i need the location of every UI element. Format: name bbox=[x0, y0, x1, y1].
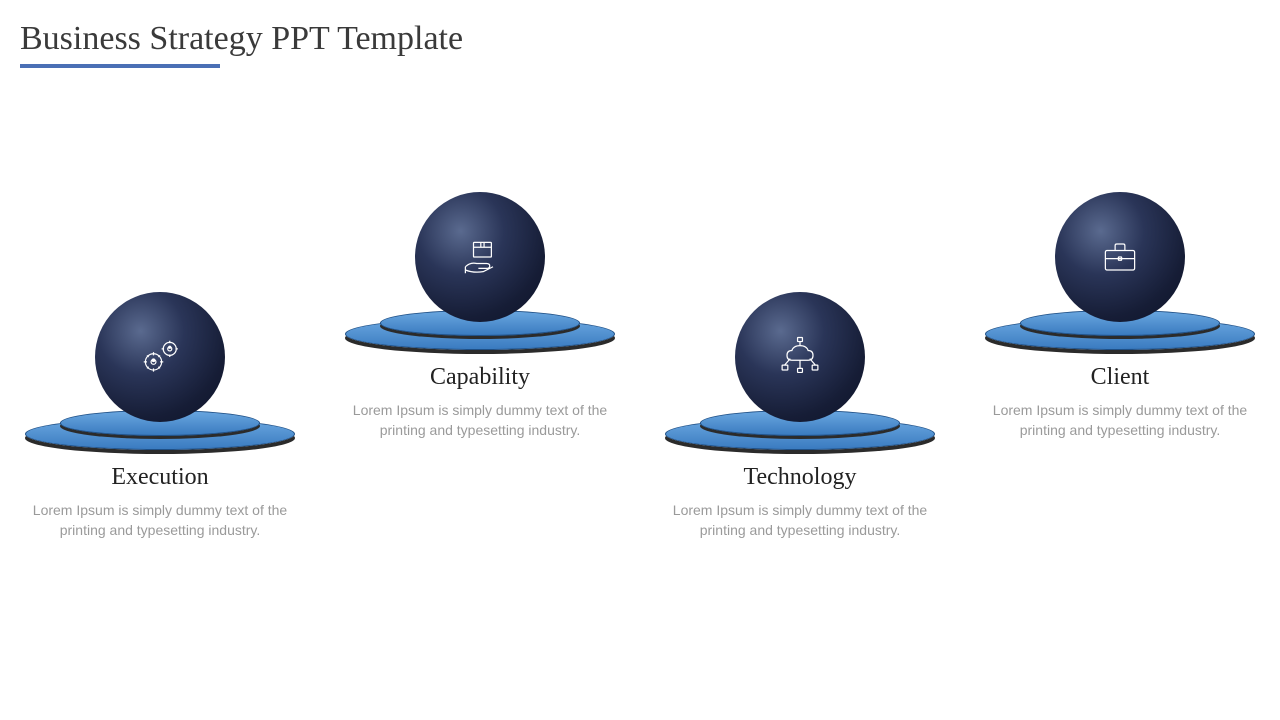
pedestal bbox=[665, 280, 935, 450]
item-label: Technology bbox=[660, 464, 940, 491]
title-underline bbox=[20, 64, 220, 68]
gears-people-icon bbox=[134, 331, 186, 383]
ball bbox=[1055, 192, 1185, 322]
pedestal bbox=[345, 180, 615, 350]
briefcase-icon bbox=[1094, 231, 1146, 283]
item-desc: Lorem Ipsum is simply dummy text of the … bbox=[980, 401, 1260, 440]
strategy-item-client: Client Lorem Ipsum is simply dummy text … bbox=[980, 180, 1260, 440]
ball bbox=[95, 292, 225, 422]
ball bbox=[415, 192, 545, 322]
strategy-item-execution: Execution Lorem Ipsum is simply dummy te… bbox=[20, 280, 300, 540]
cloud-network-icon bbox=[774, 331, 826, 383]
item-label: Client bbox=[980, 364, 1260, 391]
ball bbox=[735, 292, 865, 422]
item-label: Capability bbox=[340, 364, 620, 391]
item-desc: Lorem Ipsum is simply dummy text of the … bbox=[660, 501, 940, 540]
item-desc: Lorem Ipsum is simply dummy text of the … bbox=[20, 501, 300, 540]
box-hand-icon bbox=[454, 231, 506, 283]
strategy-item-capability: Capability Lorem Ipsum is simply dummy t… bbox=[340, 180, 620, 440]
slide-title: Business Strategy PPT Template bbox=[20, 20, 463, 58]
pedestal bbox=[985, 180, 1255, 350]
strategy-item-technology: Technology Lorem Ipsum is simply dummy t… bbox=[660, 280, 940, 540]
slide: Business Strategy PPT Template bbox=[0, 0, 1280, 720]
item-label: Execution bbox=[20, 464, 300, 491]
pedestal bbox=[25, 280, 295, 450]
item-desc: Lorem Ipsum is simply dummy text of the … bbox=[340, 401, 620, 440]
